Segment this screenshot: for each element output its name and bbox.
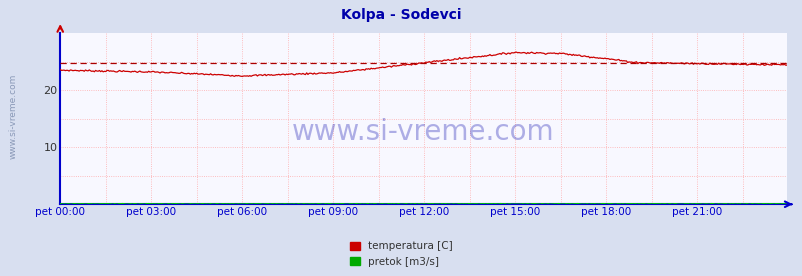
Legend: temperatura [C], pretok [m3/s]: temperatura [C], pretok [m3/s] (345, 237, 457, 271)
Text: www.si-vreme.com: www.si-vreme.com (9, 73, 18, 159)
Text: Kolpa - Sodevci: Kolpa - Sodevci (341, 8, 461, 22)
Text: www.si-vreme.com: www.si-vreme.com (292, 118, 554, 146)
